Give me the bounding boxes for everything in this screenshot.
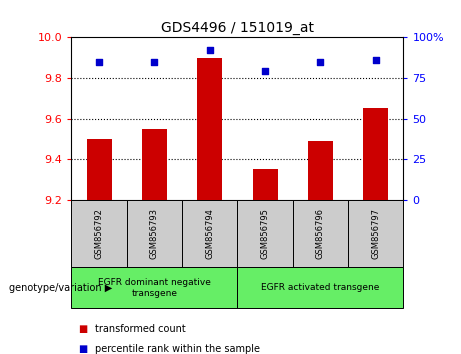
Text: ■: ■: [78, 324, 88, 334]
Text: transformed count: transformed count: [95, 324, 185, 334]
Text: GSM856795: GSM856795: [260, 208, 270, 259]
Point: [372, 57, 379, 63]
Bar: [363, 108, 388, 200]
Text: GSM856797: GSM856797: [371, 208, 380, 259]
Point: [206, 47, 213, 53]
Text: percentile rank within the sample: percentile rank within the sample: [95, 344, 260, 354]
Text: GSM856793: GSM856793: [150, 208, 159, 259]
Text: GSM856796: GSM856796: [316, 208, 325, 259]
Text: EGFR activated transgene: EGFR activated transgene: [261, 283, 379, 292]
Bar: [253, 170, 278, 200]
Bar: [142, 129, 167, 200]
Bar: [87, 139, 112, 200]
Text: GSM856792: GSM856792: [95, 208, 104, 259]
Title: GDS4496 / 151019_at: GDS4496 / 151019_at: [161, 21, 314, 35]
Point: [151, 59, 158, 64]
Point: [95, 59, 103, 64]
Text: GSM856794: GSM856794: [205, 208, 214, 259]
Point: [261, 69, 269, 74]
Text: ■: ■: [78, 344, 88, 354]
Text: genotype/variation ▶: genotype/variation ▶: [9, 282, 112, 293]
Text: EGFR dominant negative
transgene: EGFR dominant negative transgene: [98, 278, 211, 298]
Bar: [308, 141, 333, 200]
Bar: [197, 58, 222, 200]
Point: [317, 59, 324, 64]
